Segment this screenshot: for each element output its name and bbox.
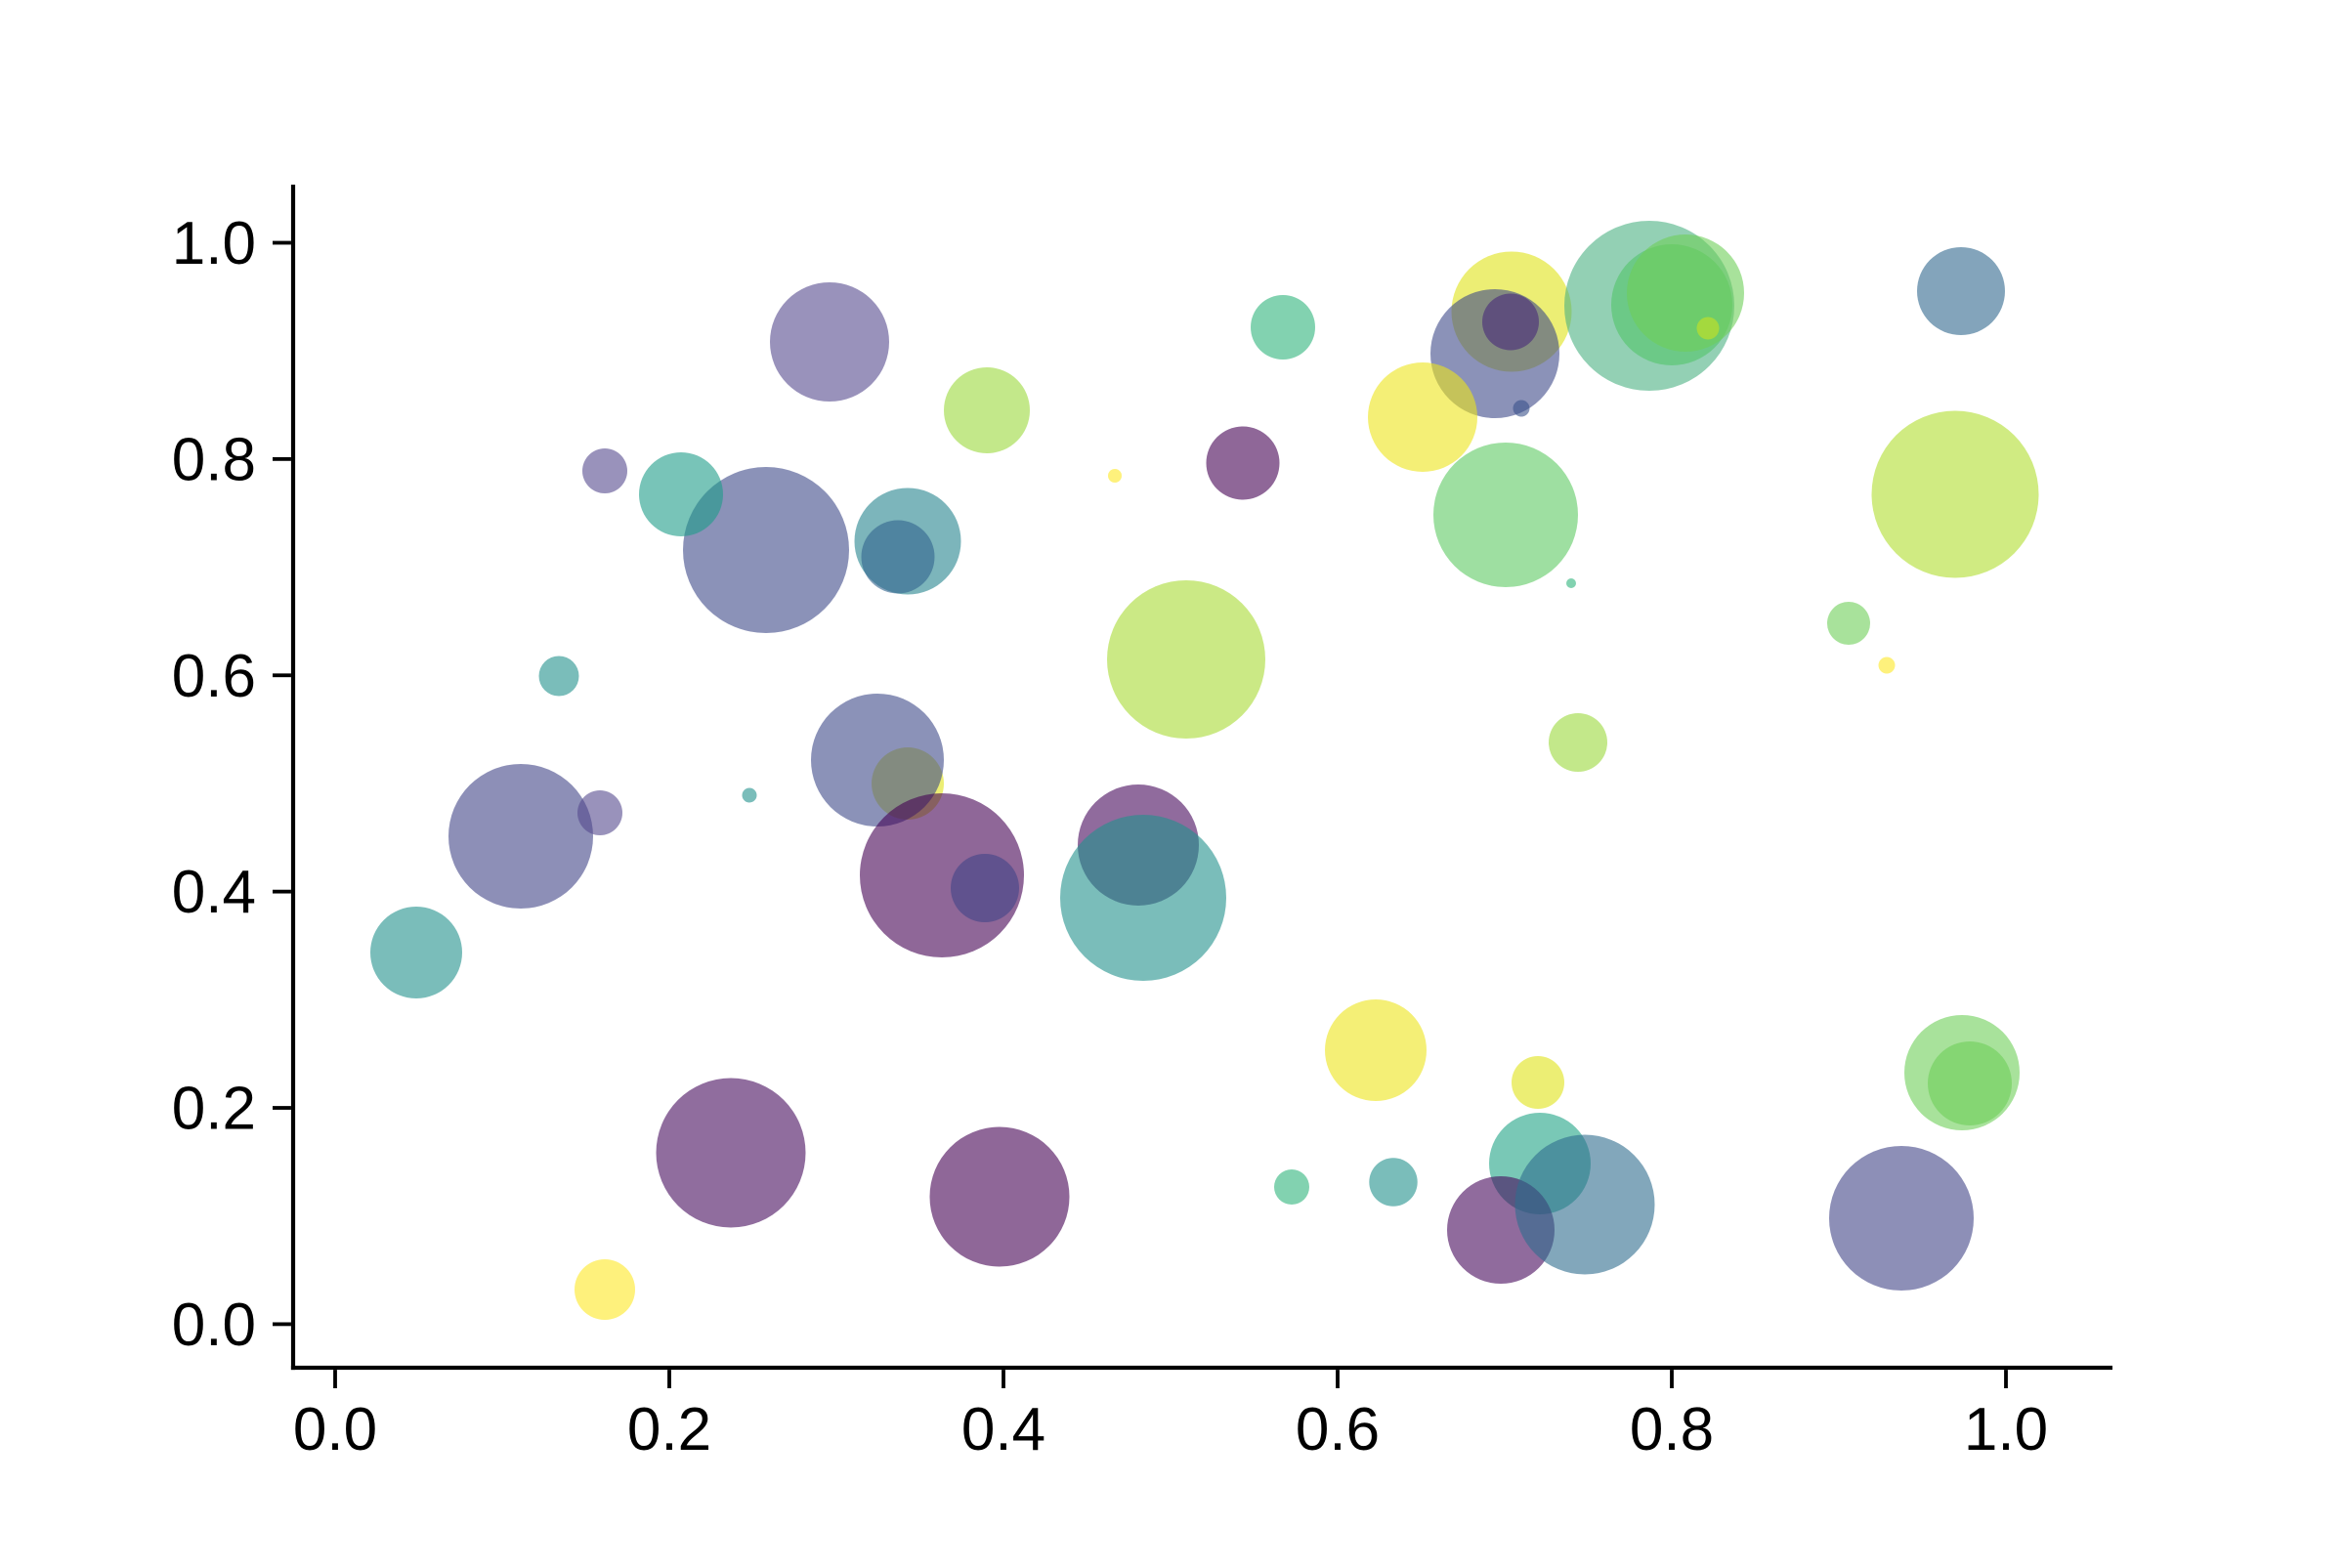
svg-text:0.2: 0.2 — [172, 1076, 256, 1143]
svg-text:0.6: 0.6 — [172, 643, 256, 710]
svg-text:0.0: 0.0 — [293, 1396, 377, 1463]
svg-text:0.6: 0.6 — [1296, 1396, 1380, 1463]
svg-text:0.4: 0.4 — [961, 1396, 1045, 1463]
svg-text:0.4: 0.4 — [172, 859, 256, 926]
svg-text:1.0: 1.0 — [172, 210, 256, 277]
svg-text:0.2: 0.2 — [627, 1396, 711, 1463]
svg-text:1.0: 1.0 — [1964, 1396, 2048, 1463]
svg-text:0.0: 0.0 — [172, 1292, 256, 1359]
svg-text:0.8: 0.8 — [1630, 1396, 1714, 1463]
svg-text:0.8: 0.8 — [172, 426, 256, 493]
